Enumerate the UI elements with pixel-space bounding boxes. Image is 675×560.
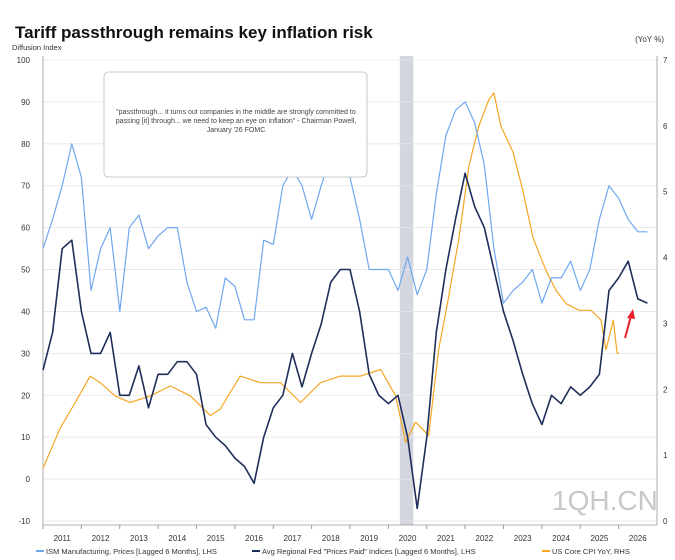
legend-item-core-cpi-line: US Core CPI YoY, RHS [542,547,630,556]
right-tick-label: 2 [663,385,668,394]
left-tick-label: 50 [21,266,30,275]
x-tick-label: 2021 [437,534,455,543]
right-tick-label: 6 [663,122,668,131]
red-arrow [624,309,635,339]
legend-label: Avg Regional Fed "Prices Paid" Indices [… [262,547,476,556]
x-tick-label: 2015 [207,534,225,543]
right-axis-label: (YoY %) [635,35,664,44]
x-tick-label: 2014 [168,534,186,543]
x-tick-label: 2018 [322,534,340,543]
left-axis-label: Diffusion Index [12,43,62,52]
legend-label: ISM Manufacturing, Prices [Lagged 6 Mont… [46,547,217,556]
x-tick-label: 2022 [475,534,493,543]
x-tick-label: 2023 [514,534,532,543]
right-tick-label: 7 [663,56,668,65]
left-tick-label: 10 [21,433,30,442]
right-tick-label: 0 [663,517,668,526]
x-tick-label: 2017 [284,534,302,543]
legend-label: US Core CPI YoY, RHS [552,547,630,556]
watermark: 1QH.CN [552,485,658,516]
left-tick-label: 30 [21,349,30,358]
recession-band [399,56,414,525]
legend-item-regional-fed-line: Avg Regional Fed "Prices Paid" Indices [… [252,547,476,556]
x-tick-label: 2013 [130,534,148,543]
left-tick-label: 40 [21,307,30,316]
right-tick-label: 4 [663,254,668,263]
annotation-box: "passthrough... it turns out companies i… [103,71,368,178]
left-tick-label: 0 [26,475,31,484]
x-tick-label: 2026 [629,534,647,543]
left-tick-label: 80 [21,140,30,149]
x-tick-label: 2011 [54,534,72,543]
x-tick-label: 2025 [591,534,609,543]
x-tick-label: 2016 [245,534,263,543]
regional-fed-line [42,172,648,510]
left-tick-label: 90 [21,98,30,107]
chart-title: Tariff passthrough remains key inflation… [15,23,373,42]
x-tick-label: 2024 [552,534,570,543]
left-tick-label: 70 [21,182,30,191]
annotation-quote: "passthrough... it turns out companies i… [115,109,357,135]
right-tick-label: 1 [663,451,668,460]
right-tick-label: 5 [663,188,668,197]
legend-item-ism-line: ISM Manufacturing, Prices [Lagged 6 Mont… [36,547,217,556]
x-tick-label: 2020 [399,534,417,543]
left-tick-label: 60 [21,224,30,233]
core-cpi-line [42,92,619,469]
right-tick-label: 3 [663,319,668,328]
left-tick-label: -10 [18,517,30,526]
left-tick-label: 20 [21,391,30,400]
x-tick-label: 2012 [92,534,110,543]
left-tick-label: 100 [17,56,31,65]
x-tick-label: 2019 [360,534,378,543]
